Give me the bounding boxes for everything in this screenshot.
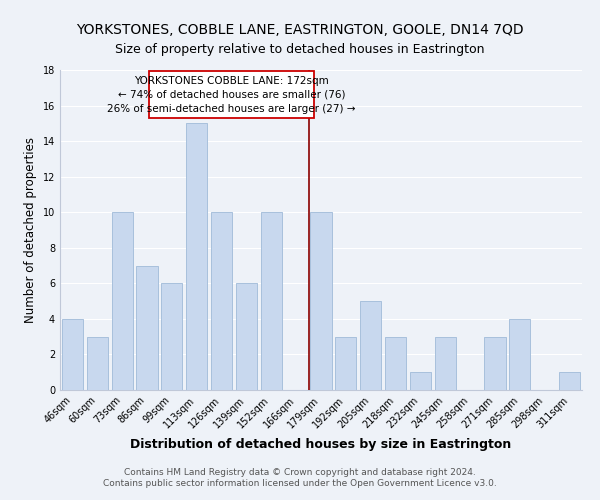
Bar [310, 212, 332, 390]
Text: YORKSTONES COBBLE LANE: 172sqm: YORKSTONES COBBLE LANE: 172sqm [134, 76, 329, 86]
X-axis label: Distribution of detached houses by size in Eastrington: Distribution of detached houses by size … [130, 438, 512, 451]
Text: ← 74% of detached houses are smaller (76): ← 74% of detached houses are smaller (76… [118, 90, 345, 100]
Text: Contains HM Land Registry data © Crown copyright and database right 2024.
Contai: Contains HM Land Registry data © Crown c… [103, 468, 497, 487]
Text: YORKSTONES, COBBLE LANE, EASTRINGTON, GOOLE, DN14 7QD: YORKSTONES, COBBLE LANE, EASTRINGTON, GO… [76, 22, 524, 36]
Bar [149, 71, 314, 118]
Bar [559, 372, 580, 390]
Y-axis label: Number of detached properties: Number of detached properties [24, 137, 37, 323]
Bar [211, 212, 232, 390]
Bar [161, 284, 182, 390]
Bar [62, 319, 83, 390]
Text: Size of property relative to detached houses in Eastrington: Size of property relative to detached ho… [115, 42, 485, 56]
Bar [236, 284, 257, 390]
Bar [410, 372, 431, 390]
Bar [435, 336, 456, 390]
Bar [112, 212, 133, 390]
Bar [360, 301, 381, 390]
Bar [186, 124, 207, 390]
Bar [509, 319, 530, 390]
Bar [261, 212, 282, 390]
Bar [385, 336, 406, 390]
Text: 26% of semi-detached houses are larger (27) →: 26% of semi-detached houses are larger (… [107, 104, 356, 114]
Bar [484, 336, 506, 390]
Bar [87, 336, 108, 390]
Bar [335, 336, 356, 390]
Bar [136, 266, 158, 390]
